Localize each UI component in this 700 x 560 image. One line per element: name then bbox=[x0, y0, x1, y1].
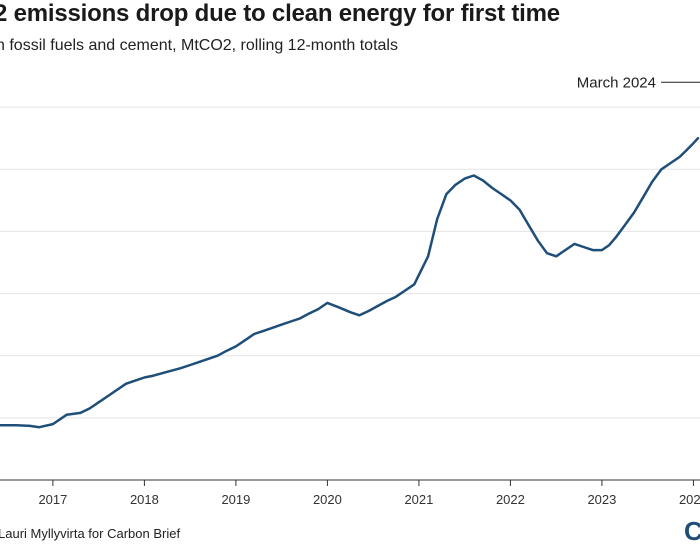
annotations: March 2024 bbox=[577, 74, 700, 91]
carbon-brief-logo: C bbox=[684, 516, 700, 546]
x-tick-label: 2023 bbox=[587, 492, 616, 507]
gridlines bbox=[0, 106, 700, 419]
chart-subtitle: n fossil fuels and cement, MtCO2, rollin… bbox=[0, 37, 398, 54]
x-tick-label: 2020 bbox=[313, 492, 342, 507]
x-axis: 2017 2018 2019 2020 2021 2022 2023 2024 bbox=[0, 479, 700, 507]
x-tick-label: 2017 bbox=[38, 492, 67, 507]
emissions-line bbox=[0, 136, 700, 429]
x-tick-label: 2024 bbox=[679, 492, 700, 507]
x-tick-label: 2022 bbox=[496, 492, 525, 507]
x-tick-label: 2021 bbox=[404, 492, 433, 507]
source-credit: Lauri Myllyvirta for Carbon Brief bbox=[0, 526, 181, 541]
x-tick-label: 2019 bbox=[221, 492, 250, 507]
x-tick-label: 2018 bbox=[130, 492, 159, 507]
annotation-label: March 2024 bbox=[577, 74, 656, 91]
chart-title: 2 emissions drop due to clean energy for… bbox=[0, 0, 560, 27]
series-layer bbox=[0, 136, 700, 429]
